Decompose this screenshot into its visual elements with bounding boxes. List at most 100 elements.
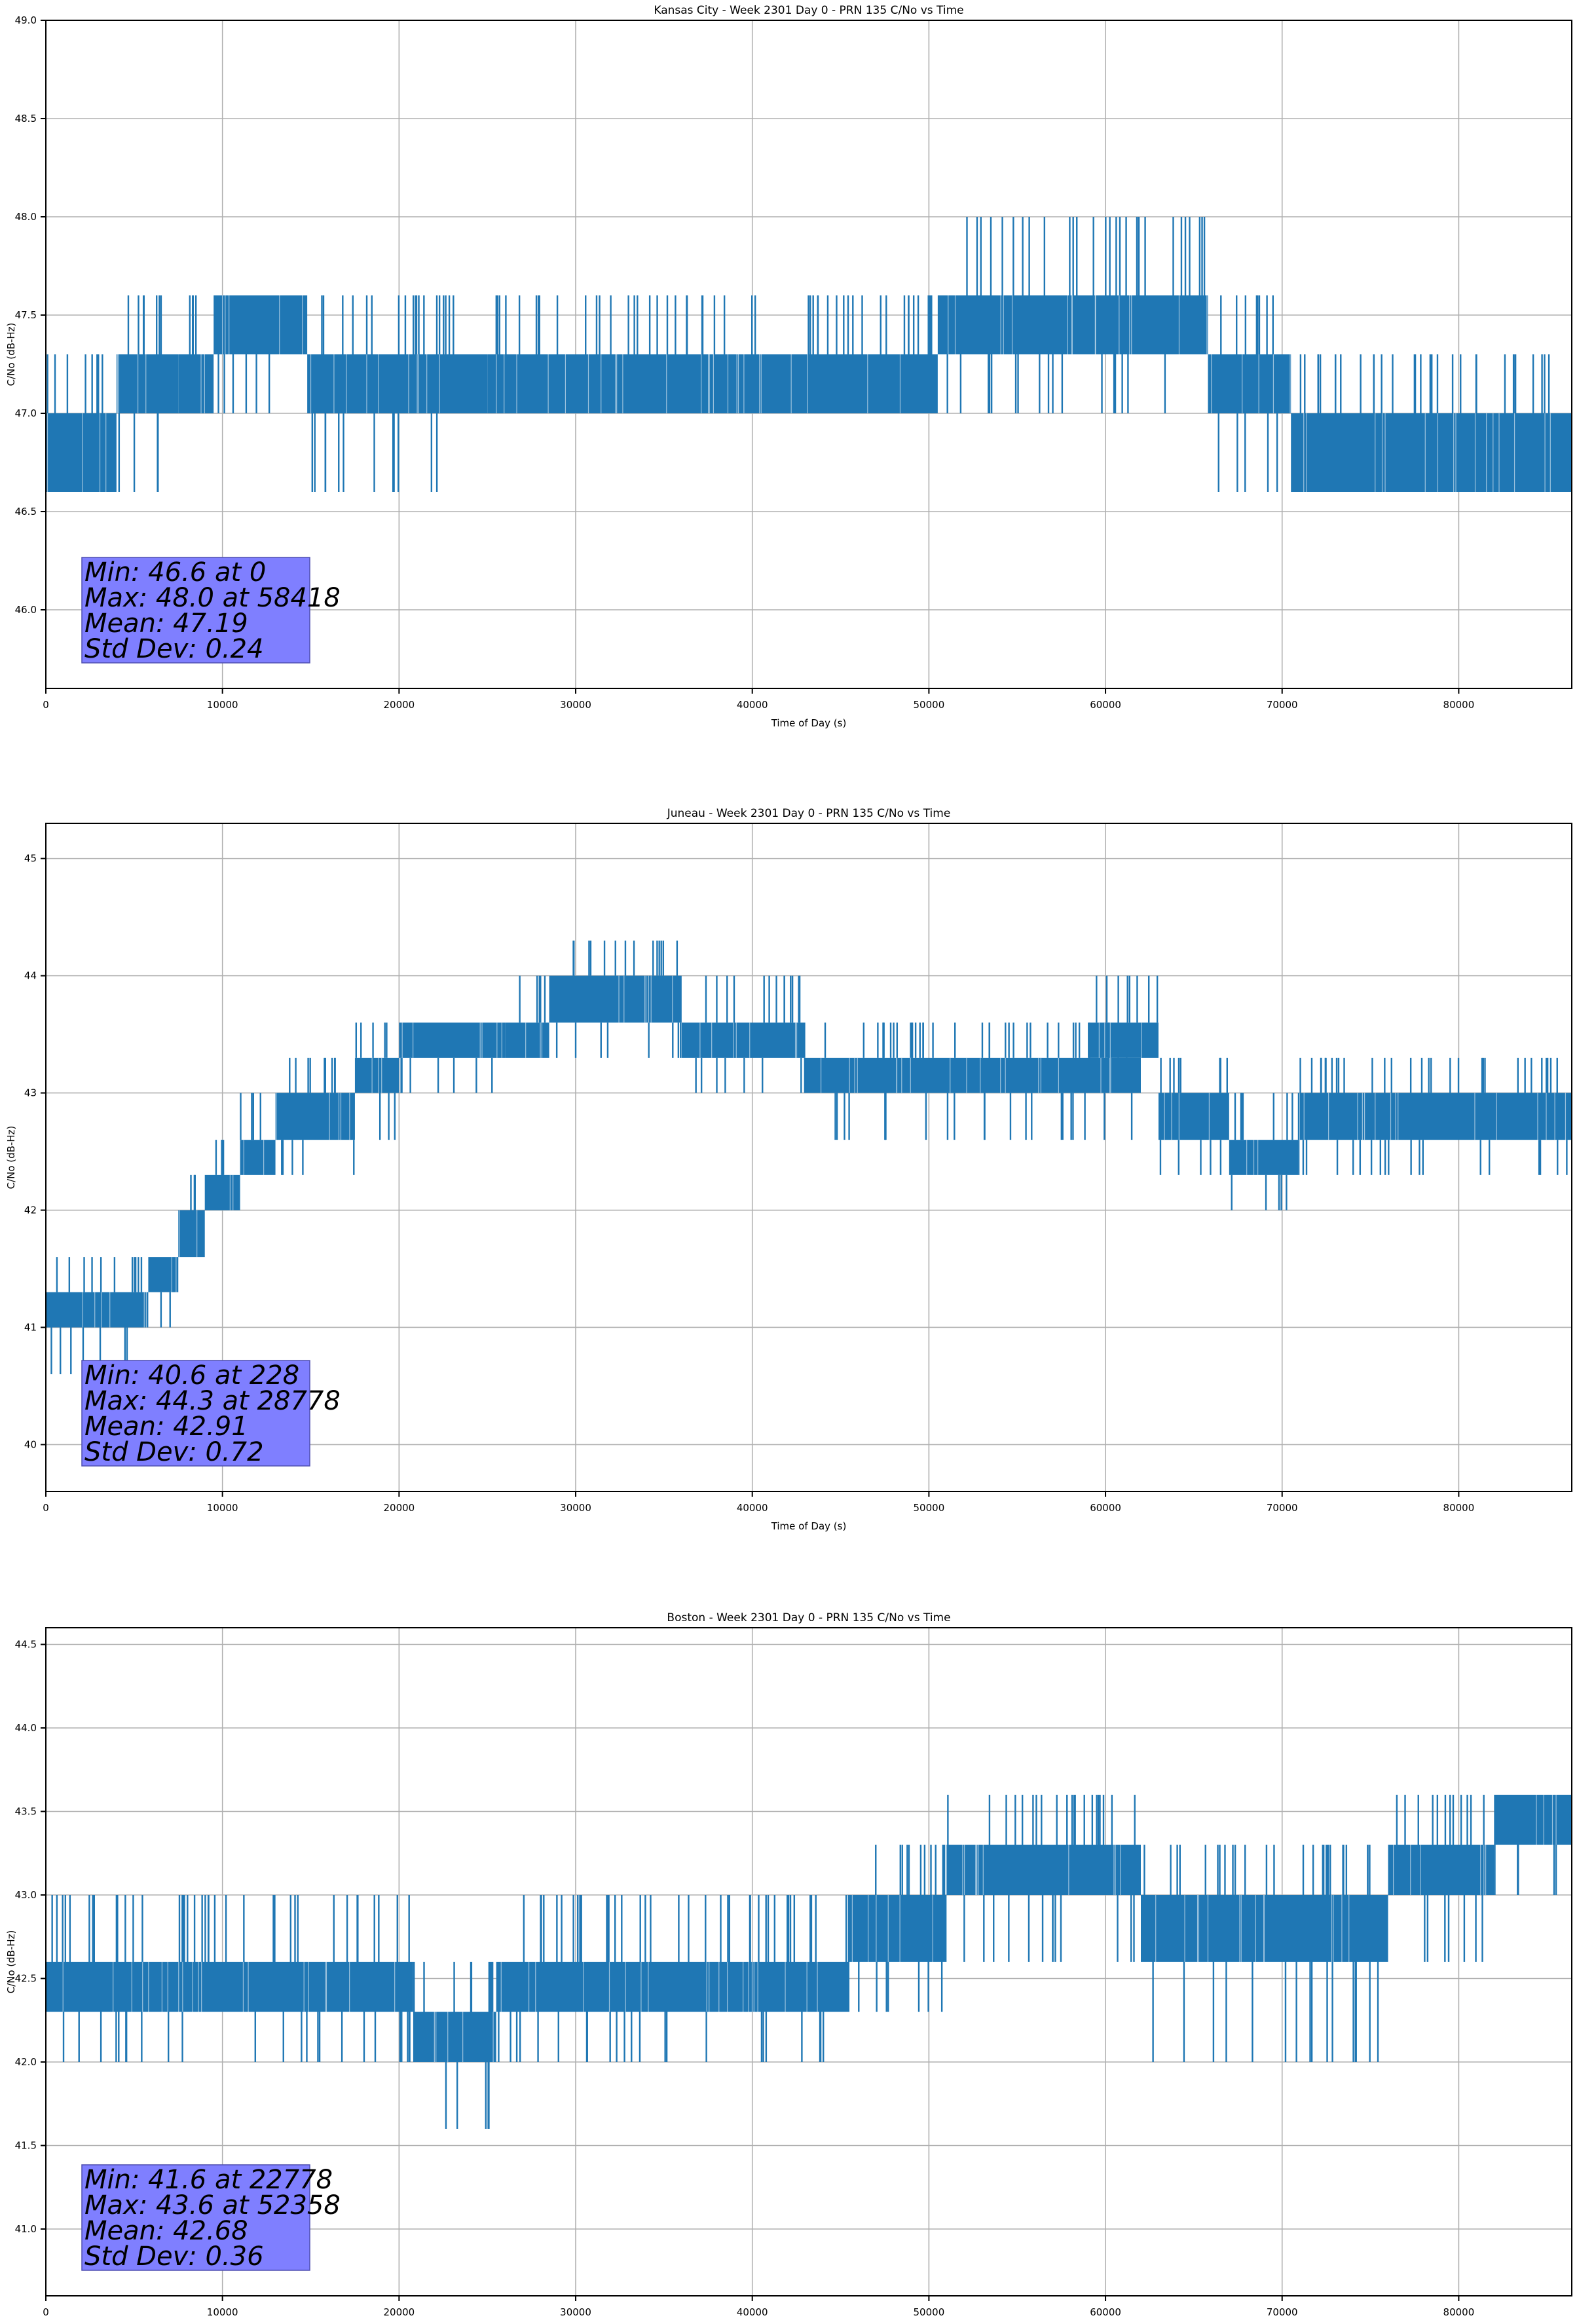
- x-tick-label: 60000: [1090, 699, 1121, 711]
- stats-mean: Mean: 42.91: [84, 1412, 248, 1442]
- data-band: [1229, 1140, 1300, 1175]
- data-band: [178, 1210, 205, 1258]
- x-tick-label: 20000: [383, 2306, 415, 2318]
- chart-panel-0: 0 10000 20000 30000 40000 50000 60000 70000 8000…: [5, 4, 1572, 729]
- stats-box: [81, 2164, 310, 2271]
- data-band: [240, 1140, 276, 1175]
- x-tick-label: 10000: [207, 1502, 238, 1514]
- data-band: [1388, 1845, 1494, 1895]
- y-tick-label: 42: [24, 1205, 37, 1216]
- data-series: [46, 940, 1572, 1375]
- stats-max: Max: 48.0 at 58418: [84, 583, 341, 613]
- x-tick-label: 0: [43, 1502, 49, 1514]
- y-tick-label: 40: [24, 1438, 37, 1450]
- y-tick-label: 42.0: [15, 2056, 37, 2068]
- data-band: [399, 1022, 506, 1058]
- x-tick-label: 70000: [1267, 2306, 1298, 2318]
- data-band: [116, 354, 179, 413]
- y-axis-label: C/No (dB-Hz): [5, 323, 17, 386]
- x-tick-label: 40000: [737, 2306, 768, 2318]
- stats-mean: Mean: 47.19: [84, 609, 248, 639]
- data-band: [708, 354, 938, 413]
- y-tick-label: 44.5: [15, 1639, 37, 1651]
- stats-max: Max: 43.6 at 52358: [84, 2190, 341, 2221]
- x-tick-label: 70000: [1267, 1502, 1298, 1514]
- data-band: [1291, 413, 1572, 492]
- x-tick-label: 80000: [1443, 2306, 1475, 2318]
- data-band: [46, 1292, 149, 1328]
- data-band: [505, 1022, 549, 1058]
- data-band: [496, 1962, 850, 2012]
- data-band: [275, 1093, 355, 1140]
- stats-min: Min: 41.6 at 22778: [84, 2165, 333, 2195]
- data-band: [178, 354, 214, 413]
- plot-frame: [45, 1627, 1572, 2296]
- y-tick-label: 43: [24, 1087, 37, 1099]
- stats-box: [81, 1360, 310, 1467]
- x-tick-label: 0: [43, 699, 49, 711]
- data-band: [805, 1057, 1141, 1093]
- x-tick-label: 50000: [914, 699, 945, 711]
- data-band: [148, 1257, 179, 1292]
- data-band: [413, 2012, 496, 2062]
- data-band: [937, 295, 1208, 354]
- x-tick-label: 50000: [914, 1502, 945, 1514]
- data-band: [307, 354, 488, 413]
- y-tick-label: 41.0: [15, 2223, 37, 2235]
- data-band: [1208, 354, 1291, 413]
- stats-box: [81, 557, 310, 664]
- data-band: [46, 413, 117, 492]
- x-tick-label: 40000: [737, 1502, 768, 1514]
- stats-std: Std Dev: 0.36: [84, 2241, 264, 2272]
- y-tick-label: 43.5: [15, 1806, 37, 1818]
- data-band: [681, 1022, 806, 1058]
- y-tick-label: 43.0: [15, 1889, 37, 1901]
- stats-std: Std Dev: 0.24: [84, 634, 264, 664]
- y-tick-label: 49.0: [15, 14, 37, 26]
- x-axis-label: Time of Day (s): [771, 717, 847, 729]
- x-tick-label: 80000: [1443, 1502, 1475, 1514]
- y-tick-label: 44: [24, 970, 37, 982]
- y-tick-label: 47.5: [15, 309, 37, 321]
- data-series: [46, 1795, 1572, 2129]
- chart-panel-1: 0 10000 20000 30000 40000 50000 60000 70000 8000…: [5, 807, 1572, 1532]
- chart-title: Boston - Week 2301 Day 0 - PRN 135 C/No …: [667, 1611, 950, 1624]
- stats-mean: Mean: 42.68: [84, 2216, 248, 2246]
- x-tick-label: 50000: [914, 2306, 945, 2318]
- y-tick-label: 44.0: [15, 1722, 37, 1734]
- y-tick-label: 48.5: [15, 113, 37, 124]
- x-tick-label: 30000: [560, 699, 591, 711]
- x-tick-label: 0: [43, 2306, 49, 2318]
- x-tick-label: 60000: [1090, 1502, 1121, 1514]
- stats-std: Std Dev: 0.72: [84, 1437, 264, 1467]
- data-band: [354, 1057, 399, 1093]
- data-series: [46, 217, 1572, 492]
- x-tick-label: 10000: [207, 699, 238, 711]
- x-tick-label: 20000: [383, 699, 415, 711]
- x-tick-label: 10000: [207, 2306, 238, 2318]
- y-tick-label: 45: [24, 853, 37, 865]
- plot-frame: [45, 823, 1572, 1492]
- y-tick-label: 46.5: [15, 506, 37, 517]
- y-tick-label: 48.0: [15, 211, 37, 223]
- y-axis-label: C/No (dB-Hz): [5, 1126, 17, 1190]
- data-band: [487, 354, 709, 413]
- y-tick-label: 41: [24, 1321, 37, 1333]
- data-band: [1299, 1093, 1572, 1140]
- x-tick-label: 30000: [560, 1502, 591, 1514]
- chart-title: Kansas City - Week 2301 Day 0 - PRN 135 …: [654, 4, 963, 17]
- y-tick-label: 47.0: [15, 407, 37, 419]
- data-band: [1494, 1795, 1572, 1845]
- stats-min: Min: 46.6 at 0: [84, 557, 266, 588]
- x-tick-label: 70000: [1267, 699, 1298, 711]
- x-tick-label: 30000: [560, 2306, 591, 2318]
- stats-min: Min: 40.6 at 228: [84, 1360, 299, 1391]
- data-band: [204, 1174, 240, 1210]
- data-band: [46, 1962, 413, 2012]
- data-band: [213, 295, 308, 354]
- stats-max: Max: 44.3 at 28778: [84, 1386, 341, 1416]
- chart-panel-2: 0 10000 20000 30000 40000 50000 60000 70000 8000…: [5, 1611, 1572, 2318]
- chart-title: Juneau - Week 2301 Day 0 - PRN 135 C/No …: [667, 807, 951, 820]
- y-axis-label: C/No (dB-Hz): [5, 1930, 17, 1994]
